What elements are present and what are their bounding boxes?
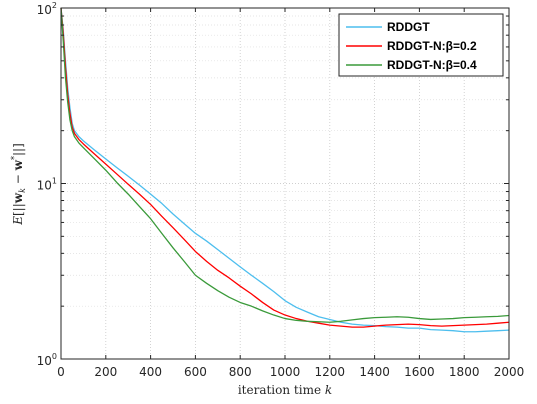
x-tick-label: 1400 <box>359 365 390 379</box>
x-tick-label: 2000 <box>494 365 525 379</box>
x-tick-label: 200 <box>94 365 117 379</box>
axis-ticks: 0 200 400 600 800 1000 1200 1400 1600 1800 2000 100… <box>37 1 525 379</box>
legend: RDDGT RDDGT-N:β=0.2 RDDGT-N:β=0.4 <box>338 13 504 77</box>
x-tick-label: 1000 <box>270 365 301 379</box>
series-line-3 <box>60 7 510 323</box>
legend-label-3: RDDGT-N:β=0.4 <box>387 58 477 72</box>
series-lines <box>60 7 510 333</box>
x-tick-label: 800 <box>229 365 252 379</box>
y-tick-label: 101 <box>37 177 57 193</box>
x-tick-label: 1600 <box>404 365 435 379</box>
legend-label-2: RDDGT-N:β=0.2 <box>387 39 477 53</box>
x-tick-label: 600 <box>184 365 207 379</box>
x-tick-label: 0 <box>57 365 65 379</box>
x-tick-label: 400 <box>139 365 162 379</box>
y-tick-label: 100 <box>37 352 57 368</box>
series-line-2 <box>60 7 510 328</box>
svg-text:iteration time k: iteration time k <box>238 383 332 397</box>
x-tick-label: 1200 <box>315 365 346 379</box>
y-axis-title: E[||wk − w*||] <box>10 143 27 226</box>
svg-text:E[||wk − w*||]: E[||wk − w*||] <box>10 143 27 226</box>
x-tick-label: 1800 <box>449 365 480 379</box>
x-axis-title: iteration time k <box>238 383 332 397</box>
y-tick-label: 102 <box>37 1 57 17</box>
series-line-1 <box>60 7 510 333</box>
legend-label-1: RDDGT <box>387 20 430 34</box>
